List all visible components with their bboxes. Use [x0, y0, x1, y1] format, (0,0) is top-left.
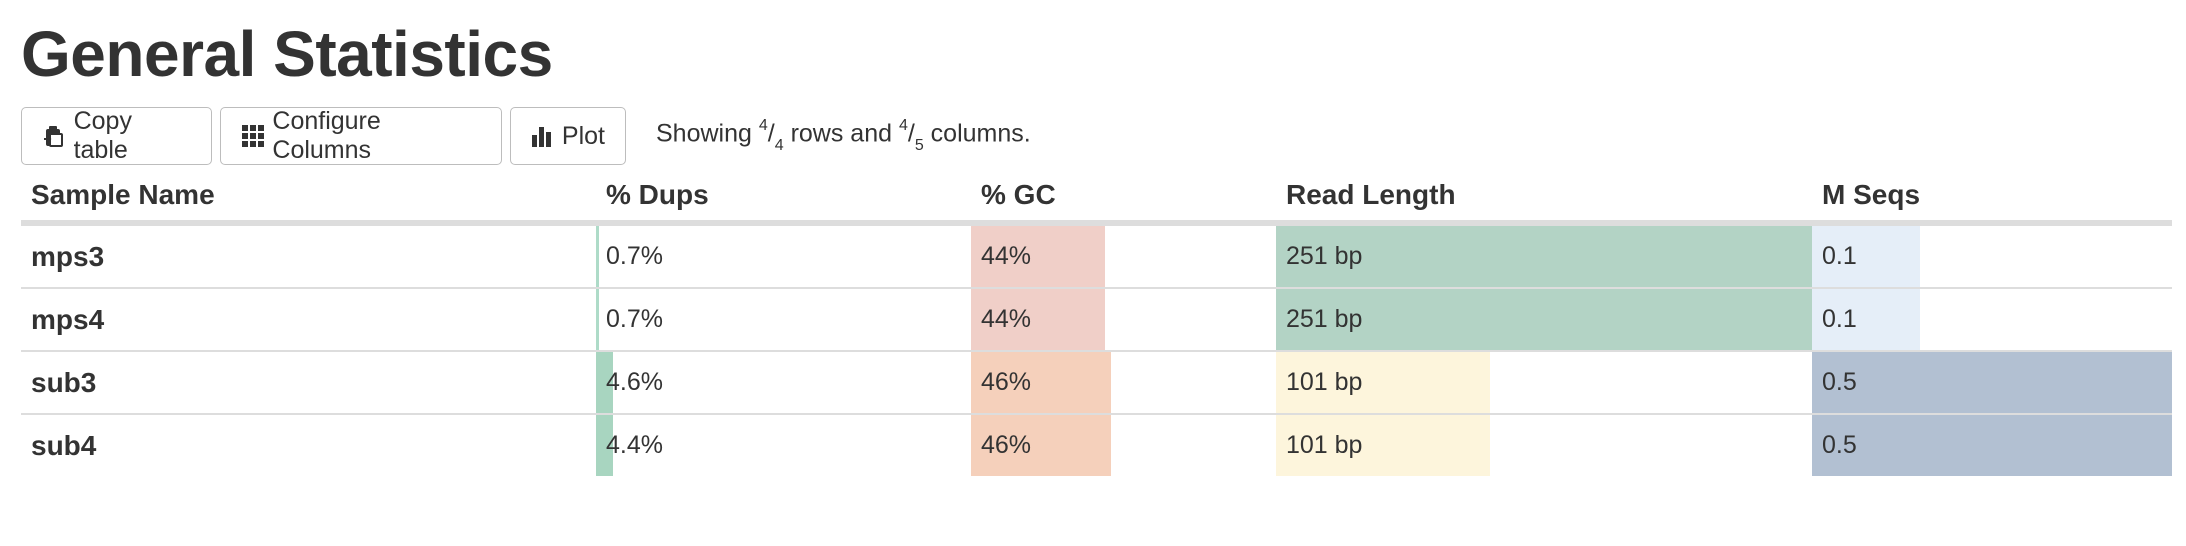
dups-value: 4.4% — [606, 431, 663, 459]
table-row: mps3 0.7% 44% 251 bp 0.1 — [21, 223, 2172, 289]
gc-cell: 46% — [971, 414, 1276, 476]
read-length-value: 101 bp — [1286, 431, 1363, 459]
general-stats-table: Sample Name % Dups % GC Read Length M Se… — [21, 170, 2172, 476]
configure-columns-label: Configure Columns — [272, 107, 381, 164]
table-status-text: Showing 4/4 rows and 4/5 columns. — [656, 117, 1031, 154]
rows-shown: 4 — [758, 117, 768, 135]
table-row: sub3 4.6% 46% 101 bp 0.5 — [21, 351, 2172, 415]
sample-name-cell: mps3 — [21, 223, 596, 289]
m-seqs-cell: 0.5 — [1812, 414, 2172, 476]
column-header-read-length[interactable]: Read Length — [1276, 170, 1812, 226]
read-length-cell: 101 bp — [1276, 414, 1812, 476]
read-length-cell: 251 bp — [1276, 223, 1812, 289]
rows-total: 4 — [774, 136, 784, 154]
gc-value: 44% — [981, 242, 1032, 270]
read-length-bar — [1276, 352, 1491, 413]
sample-name-cell: mps4 — [21, 288, 596, 352]
sample-name-cell: sub3 — [21, 351, 596, 415]
sample-name-cell: sub4 — [31, 429, 97, 461]
dups-cell: 0.7% — [596, 223, 971, 289]
gc-value: 44% — [981, 305, 1032, 333]
plot-label: Plot — [561, 121, 605, 150]
m-seqs-value: 0.5 — [1822, 431, 1857, 459]
read-length-value: 251 bp — [1286, 305, 1363, 333]
bar-chart-icon — [531, 124, 554, 148]
copy-table-button[interactable]: Copy table — [21, 107, 212, 165]
gc-bar — [971, 226, 1106, 287]
dups-cell: 4.6% — [596, 351, 971, 415]
gc-bar — [971, 352, 1112, 413]
read-length-bar — [1276, 289, 1812, 350]
cols-total: 5 — [914, 136, 924, 154]
m-seqs-bar — [1812, 352, 2172, 413]
table-toolbar: Copy table Configure Columns — [21, 106, 1031, 166]
column-header-dups[interactable]: % Dups — [596, 170, 971, 226]
m-seqs-cell: 0.1 — [1812, 223, 2172, 289]
read-length-value: 101 bp — [1286, 368, 1363, 396]
m-seqs-cell: 0.5 — [1812, 351, 2172, 415]
m-seqs-bar — [1812, 415, 2172, 476]
dups-value: 0.7% — [606, 305, 663, 333]
dups-value: 0.7% — [606, 242, 663, 270]
column-header-sample-name[interactable]: Sample Name — [21, 170, 596, 226]
dups-cell: 4.4% — [596, 414, 971, 476]
table-row: sub4 4.4% 46% 101 bp 0.5 — [21, 414, 2172, 476]
read-length-cell: 101 bp — [1276, 351, 1812, 415]
gc-cell: 46% — [971, 351, 1276, 415]
column-header-m-seqs[interactable]: M Seqs — [1812, 170, 2172, 226]
grid-icon — [241, 124, 264, 148]
m-seqs-bar — [1812, 289, 1920, 350]
read-length-bar — [1276, 415, 1491, 476]
m-seqs-cell: 0.1 — [1812, 288, 2172, 352]
page-title: General Statistics — [21, 18, 553, 90]
configure-columns-button[interactable]: Configure Columns — [220, 107, 502, 165]
m-seqs-bar — [1812, 226, 1920, 287]
gc-value: 46% — [981, 368, 1032, 396]
gc-value: 46% — [981, 431, 1032, 459]
dups-bar — [596, 289, 599, 350]
dups-bar — [596, 415, 613, 476]
gc-cell: 44% — [971, 288, 1276, 352]
plot-button[interactable]: Plot — [510, 107, 626, 165]
copy-table-label: Copy table — [73, 107, 132, 164]
read-length-bar — [1276, 226, 1812, 287]
dups-bar — [596, 352, 614, 413]
gc-cell: 44% — [971, 223, 1276, 289]
dups-cell: 0.7% — [596, 288, 971, 352]
gc-bar — [971, 415, 1112, 476]
header-row: Sample Name % Dups % GC Read Length M Se… — [21, 170, 2172, 226]
dups-bar — [596, 226, 599, 287]
table-row: mps4 0.7% 44% 251 bp 0.1 — [21, 288, 2172, 352]
m-seqs-value: 0.5 — [1822, 368, 1857, 396]
read-length-value: 251 bp — [1286, 242, 1363, 270]
m-seqs-value: 0.1 — [1822, 305, 1857, 333]
read-length-cell: 251 bp — [1276, 288, 1812, 352]
m-seqs-value: 0.1 — [1822, 242, 1857, 270]
clipboard-icon — [42, 124, 66, 148]
column-header-gc[interactable]: % GC — [971, 170, 1276, 226]
dups-value: 4.6% — [606, 368, 663, 396]
gc-bar — [971, 289, 1106, 350]
cols-shown: 4 — [898, 117, 908, 135]
